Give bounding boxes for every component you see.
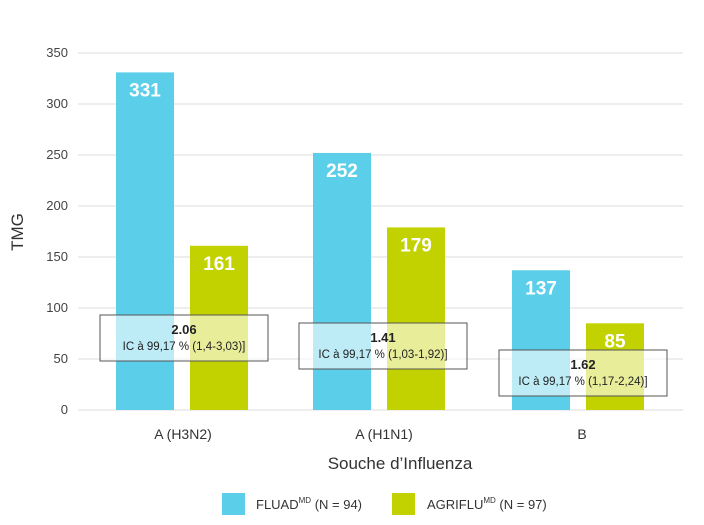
confidence-interval: IC à 99,17 % (1,4-3,03)] bbox=[123, 341, 246, 353]
legend-swatch bbox=[222, 493, 245, 515]
legend-label: FLUADMD (N = 94) bbox=[256, 496, 362, 512]
bar-value-label: 161 bbox=[203, 254, 235, 275]
y-tick-label: 250 bbox=[46, 147, 68, 162]
y-tick-label: 350 bbox=[46, 45, 68, 60]
bar-value-label: 85 bbox=[604, 331, 626, 352]
y-tick-label: 150 bbox=[46, 249, 68, 264]
x-category-label: A (H1N1) bbox=[355, 426, 413, 442]
legend-sample-size: (N = 94) bbox=[311, 497, 362, 512]
bar-value-label: 331 bbox=[129, 80, 161, 101]
x-axis-categories: A (H3N2) A (H1N1) B bbox=[154, 426, 586, 442]
ratio-value: 1.62 bbox=[570, 357, 595, 372]
y-axis-label: TMG bbox=[8, 213, 27, 251]
y-tick-label: 300 bbox=[46, 96, 68, 111]
y-tick-label: 0 bbox=[61, 402, 68, 417]
legend: FLUADMD (N = 94) AGRIFLUMD (N = 97) bbox=[222, 493, 547, 515]
legend-swatch bbox=[392, 493, 415, 515]
bar-agriflu bbox=[387, 227, 445, 410]
ratio-value: 1.41 bbox=[370, 330, 395, 345]
y-tick-label: 50 bbox=[54, 351, 68, 366]
legend-series-name: AGRIFLU bbox=[427, 497, 483, 512]
ratio-box bbox=[498, 349, 668, 397]
x-category-label: B bbox=[577, 426, 586, 442]
ratio-annotations: 2.06 IC à 99,17 % (1,4-3,03)] 1.41 IC à 99,… bbox=[99, 314, 668, 397]
y-axis-ticks: 0 50 100 150 200 250 300 350 bbox=[46, 45, 68, 417]
ratio-value: 2.06 bbox=[171, 322, 196, 337]
confidence-interval: IC à 99,17 % (1,03-1,92)] bbox=[318, 349, 447, 361]
legend-sample-size: (N = 97) bbox=[496, 497, 547, 512]
legend-trademark: MD bbox=[483, 496, 496, 505]
bar-value-label: 137 bbox=[525, 278, 557, 299]
y-tick-label: 200 bbox=[46, 198, 68, 213]
bar-fluad bbox=[313, 152, 371, 410]
ratio-box bbox=[298, 322, 468, 370]
legend-series-name: FLUAD bbox=[256, 497, 299, 512]
x-category-label: A (H3N2) bbox=[154, 426, 212, 442]
legend-label: AGRIFLUMD (N = 97) bbox=[427, 496, 547, 512]
bar-value-label: 252 bbox=[326, 161, 358, 182]
confidence-interval: IC à 99,17 % (1,17-2,24)] bbox=[518, 376, 647, 388]
legend-trademark: MD bbox=[299, 496, 312, 505]
bar-value-label: 179 bbox=[400, 235, 432, 256]
ratio-box bbox=[99, 314, 269, 362]
x-axis-label: Souche d’Influenza bbox=[328, 454, 473, 473]
y-tick-label: 100 bbox=[46, 300, 68, 315]
